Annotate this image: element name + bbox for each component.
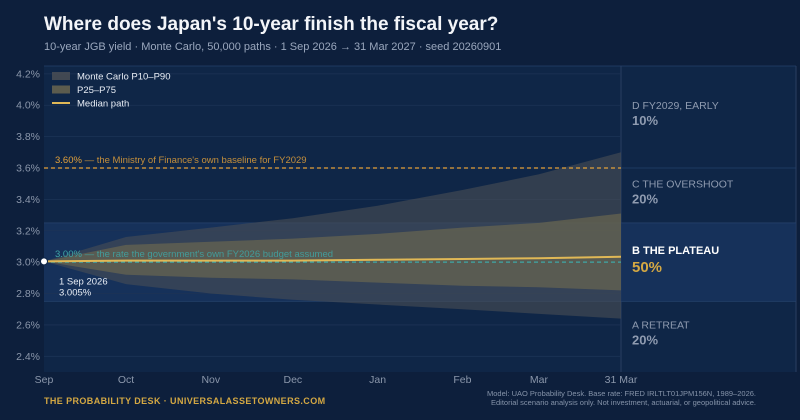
scenario-prob-c: 20% xyxy=(632,191,658,206)
x-tick-label: 31 Mar xyxy=(605,374,638,386)
scenario-prob-a: 20% xyxy=(632,333,658,348)
y-tick-label: 3.2% xyxy=(16,225,40,237)
scenario-prob-b: 50% xyxy=(632,259,662,276)
scenario-name-d: D FY2029, EARLY xyxy=(632,100,719,112)
reference-label-1: 3.00% — the rate the government's own FY… xyxy=(55,249,333,260)
legend-swatch-outer xyxy=(52,72,70,80)
reference-text: — the Ministry of Finance's own baseline… xyxy=(82,155,307,166)
y-tick-label: 4.0% xyxy=(16,100,40,112)
footer-note-line-1: Model: UAO Probability Desk. Base rate: … xyxy=(486,389,756,398)
scenario-name-a: A RETREAT xyxy=(632,320,690,332)
reference-value: 3.60% xyxy=(55,155,82,166)
scenario-title: FY2029, EARLY xyxy=(643,100,719,112)
chart-subtitle: 10-year JGB yield · Monte Carlo, 50,000 … xyxy=(44,41,502,53)
x-tick-label: Sep xyxy=(35,374,54,386)
reference-value: 3.00% xyxy=(55,249,82,260)
start-value-label: 3.005% xyxy=(59,287,92,298)
x-tick-label: Feb xyxy=(453,374,471,386)
y-tick-label: 2.6% xyxy=(16,319,40,331)
scenario-letter: B xyxy=(632,245,640,257)
y-tick-label: 3.6% xyxy=(16,163,40,175)
start-date-label: 1 Sep 2026 xyxy=(59,276,108,287)
scenario-title: THE PLATEAU xyxy=(643,245,719,257)
x-tick-label: Jan xyxy=(369,374,386,386)
x-tick-label: Oct xyxy=(118,374,134,386)
legend-label: P25–P75 xyxy=(77,85,116,96)
chart-title: Where does Japan's 10-year finish the fi… xyxy=(44,14,499,35)
legend-label: Median path xyxy=(77,99,129,110)
reference-text: — the rate the government's own FY2026 b… xyxy=(82,249,333,260)
y-tick-label: 3.8% xyxy=(16,131,40,143)
median-line xyxy=(43,255,622,263)
y-tick-label: 4.2% xyxy=(16,68,40,80)
scenario-title: THE OVERSHOOT xyxy=(642,178,734,190)
y-tick-label: 3.0% xyxy=(16,257,40,269)
legend-label: Monte Carlo P10–P90 xyxy=(77,72,170,83)
start-point xyxy=(40,257,48,266)
x-tick-label: Dec xyxy=(284,374,303,386)
footer-note-line-2: Editorial scenario analysis only. Not in… xyxy=(491,398,756,408)
legend-swatch-inner xyxy=(52,85,70,94)
scenario-letter: A xyxy=(632,320,639,332)
scenario-name-c: C THE OVERSHOOT xyxy=(632,178,734,190)
y-tick-label: 3.4% xyxy=(16,194,40,206)
scenario-letter: C xyxy=(632,178,640,190)
y-tick-label: 2.4% xyxy=(16,351,40,363)
footer-brand[interactable]: THE PROBABILITY DESK · UNIVERSALASSETOWN… xyxy=(44,396,326,406)
band-p25-p75 xyxy=(44,213,621,291)
scenario-letter: D xyxy=(632,100,640,112)
footer-note: Model: UAO Probability Desk. Base rate: … xyxy=(487,389,756,408)
scenario-prob-d: 10% xyxy=(632,113,658,128)
y-tick-label: 2.8% xyxy=(16,288,40,300)
x-tick-label: Nov xyxy=(201,374,220,386)
scenario-title: RETREAT xyxy=(641,320,690,332)
x-tick-label: Mar xyxy=(530,374,549,386)
scenario-name-b: B THE PLATEAU xyxy=(632,245,719,257)
reference-label-0: 3.60% — the Ministry of Finance's own ba… xyxy=(55,155,307,166)
